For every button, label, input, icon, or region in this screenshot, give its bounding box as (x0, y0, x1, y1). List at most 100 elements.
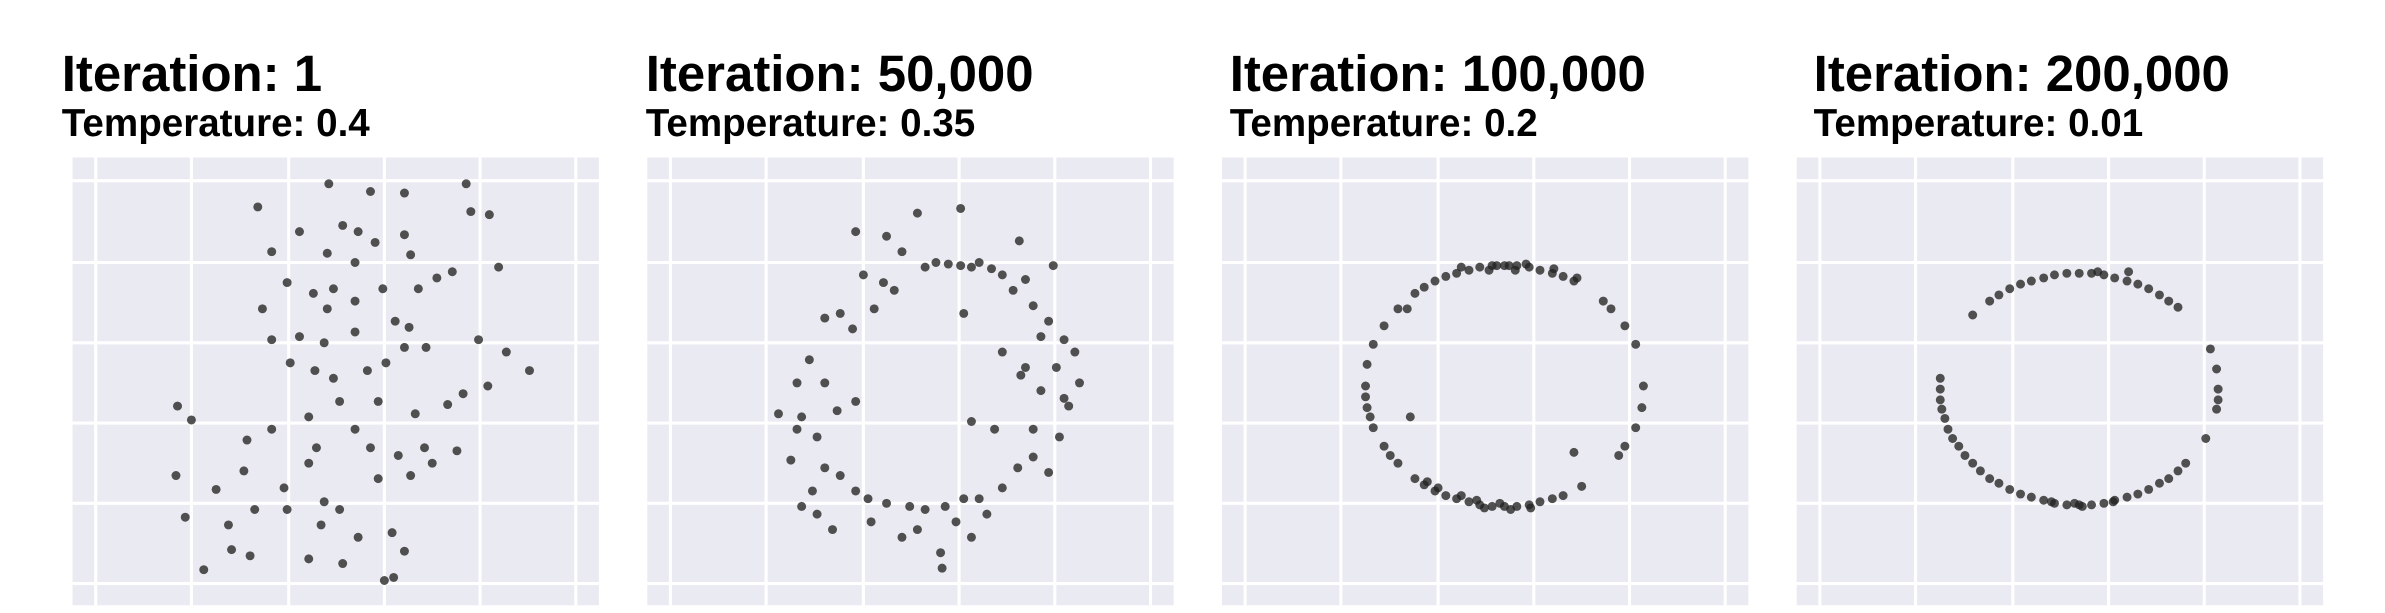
point (2039, 495, 2049, 505)
point (1484, 265, 1494, 275)
point (1028, 424, 1038, 434)
panel-title: Iteration: 50,000 (646, 45, 1034, 102)
point (350, 327, 360, 337)
point (353, 532, 363, 542)
point (1940, 413, 1950, 423)
point (2154, 290, 2164, 300)
point (404, 322, 414, 332)
point (1059, 393, 1069, 403)
point (242, 435, 252, 445)
point (2212, 364, 2222, 374)
point (353, 227, 363, 237)
point (338, 220, 348, 230)
point (2039, 273, 2049, 283)
point (1620, 321, 1630, 331)
point (982, 509, 992, 519)
point (1606, 304, 1616, 314)
point (1506, 505, 1516, 514)
point (835, 308, 845, 318)
point (2093, 267, 2103, 277)
point (452, 446, 462, 456)
point (1419, 282, 1429, 292)
point (1379, 321, 1389, 331)
point (378, 284, 388, 294)
point (974, 494, 984, 504)
plot-background (647, 157, 1174, 606)
point (1598, 296, 1608, 306)
point (324, 179, 334, 189)
point (959, 494, 969, 504)
point (1441, 271, 1451, 281)
point (1500, 261, 1509, 271)
point (1954, 441, 1964, 451)
point (322, 248, 332, 258)
point (1535, 497, 1545, 507)
point (279, 483, 289, 493)
point (820, 378, 830, 388)
point (1510, 265, 1520, 275)
point (804, 355, 814, 365)
point (851, 396, 861, 406)
point (1048, 261, 1058, 271)
point (447, 267, 457, 277)
panel-title: Iteration: 100,000 (1230, 45, 1646, 102)
point (1572, 273, 1582, 283)
point (2154, 478, 2164, 488)
point (920, 262, 930, 272)
point (2201, 434, 2211, 443)
point (494, 262, 504, 272)
point (1054, 432, 1064, 442)
point (2099, 498, 2109, 508)
point (1422, 477, 1432, 487)
point (2122, 492, 2132, 502)
point (379, 576, 389, 585)
point (912, 208, 922, 218)
point (335, 505, 345, 514)
point (1487, 501, 1497, 511)
point (311, 443, 321, 453)
point (1405, 412, 1415, 422)
point (227, 545, 237, 555)
point (897, 532, 907, 542)
point (186, 415, 196, 425)
point (483, 381, 493, 391)
panel-subtitle: Temperature: 0.4 (62, 102, 371, 145)
point (2144, 484, 2154, 494)
point (267, 247, 277, 257)
point (223, 520, 233, 530)
point (350, 296, 360, 306)
point (1631, 339, 1641, 349)
point (1960, 450, 1970, 460)
point (851, 227, 861, 237)
point (1479, 503, 1489, 513)
point (786, 455, 796, 465)
point (1464, 265, 1474, 275)
point (267, 424, 277, 434)
panel-subtitle: Temperature: 0.35 (646, 102, 975, 145)
point (1620, 441, 1630, 451)
point (774, 409, 783, 419)
point (2122, 276, 2132, 286)
point (2074, 268, 2084, 278)
point (1020, 362, 1030, 372)
point (1495, 498, 1505, 508)
point (304, 412, 314, 422)
point (525, 366, 534, 376)
point (294, 227, 304, 237)
point (350, 424, 360, 434)
point (920, 505, 930, 514)
point (2164, 296, 2174, 306)
point (2005, 484, 2015, 494)
point (406, 250, 416, 260)
point (2062, 268, 2072, 278)
point (319, 338, 329, 348)
point (2108, 497, 2118, 507)
point (2016, 489, 2026, 499)
point (797, 412, 807, 422)
point (2124, 267, 2134, 277)
point (474, 335, 484, 345)
point (322, 304, 332, 314)
point (239, 466, 249, 476)
point (308, 288, 318, 298)
